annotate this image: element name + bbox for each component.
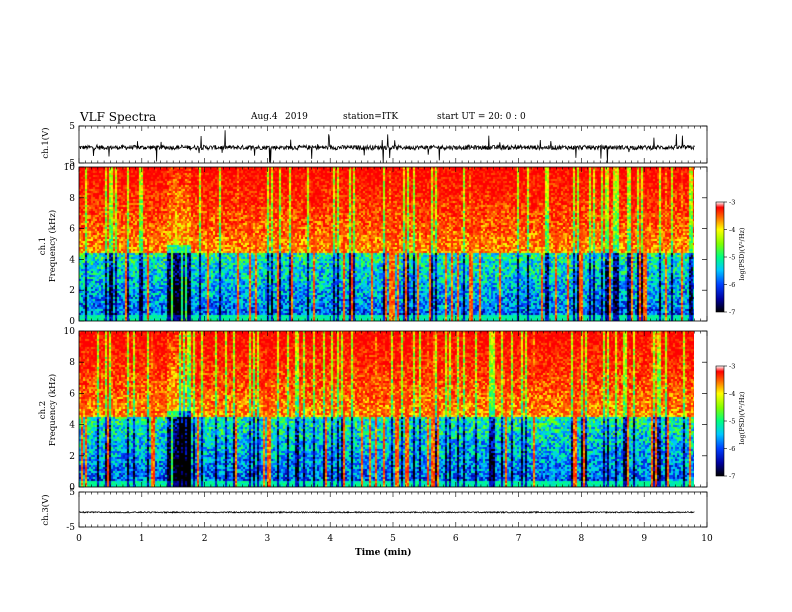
ch1-spectrogram-ytick-label: 8 (69, 194, 75, 204)
ch3-waveform-frame (78, 491, 708, 528)
ch1-waveform-ylabel: ch.1(V) (41, 127, 51, 159)
header-date: Aug.4 (251, 112, 278, 122)
x-tick-label: 10 (701, 534, 713, 544)
ch3-waveform-panel: 5 -5 (66, 488, 708, 533)
x-tick-label: 9 (641, 534, 647, 544)
header-year: 2019 (285, 112, 308, 122)
ch1-spectrogram-panel: -3 -4 -5 -6 -7 0 2 4 6 8 10 (64, 163, 736, 327)
x-tick-label: 1 (139, 534, 145, 544)
x-tick-label: 2 (202, 534, 208, 544)
x-tick-label: 0 (76, 534, 82, 544)
ch1-spectrogram-image (79, 167, 694, 321)
x-tick-label: 4 (327, 534, 333, 544)
ch3-waveform-ylabel: ch.3(V) (41, 494, 51, 526)
ch1-spectrogram-colorbar-tick-label: -4 (729, 226, 735, 234)
ch1-spectrogram-colorbar (715, 201, 725, 313)
ch1-spectrogram-colorbar-tick-label: -7 (729, 309, 735, 317)
ch1-spectrogram-ytick-label: 10 (64, 163, 76, 173)
ch2-spectrogram-ytick-label: 0 (69, 483, 75, 493)
ch2-spectrogram-ytick-label: 10 (64, 327, 76, 337)
x-tick-label: 5 (390, 534, 396, 544)
ch1-waveform-line (78, 130, 695, 164)
header-station: station=ITK (343, 112, 399, 122)
ch2-spectrogram-colorbar-tick-label: -6 (729, 445, 735, 453)
ch1-waveform-ytick-label: 5 (69, 122, 75, 132)
ch1-colorbar-label: log(PSD)(V²/Hz) (738, 227, 746, 281)
x-tick-label: 3 (265, 534, 271, 544)
ch1-spectrogram-colorbar-tick-label: -5 (729, 254, 735, 262)
x-tick-label: 7 (516, 534, 522, 544)
ch3-waveform-ytick-label: -5 (66, 523, 75, 533)
ch2-spectrogram-image (79, 331, 694, 487)
x-tick-label: 8 (579, 534, 585, 544)
ch2-colorbar-label: log(PSD)(V²/Hz) (738, 391, 746, 445)
ch2-spectrogram-ytick-label: 8 (69, 358, 75, 368)
ch1-spectrogram-ytick-label: 2 (69, 286, 75, 296)
ch2-spectrogram-ytick-label: 6 (69, 389, 75, 399)
ch2-spectrogram-colorbar-tick-label: -5 (729, 418, 735, 426)
ch2-spectrogram-colorbar-tick-label: -4 (729, 390, 735, 398)
ch2-spectrogram-ytick-label: 4 (69, 421, 75, 431)
ch1-spectrogram-colorbar-tick-label: -3 (729, 199, 735, 207)
ch1-waveform-panel: 5 -5 (66, 122, 708, 169)
ch2-spectrogram-ylabel: ch.2 Frequency (kHz) (38, 373, 58, 447)
ch1-spectrogram-ytick-label: 0 (69, 317, 75, 327)
ch1-spectrogram-colorbar-tick-label: -6 (729, 281, 735, 289)
ch1-spectrogram-ylabel: ch.1 Frequency (kHz) (38, 209, 58, 283)
chart-title: VLF Spectra (80, 110, 157, 124)
ch3-waveform-line (78, 510, 695, 514)
ch2-spectrogram-colorbar-tick-label: -7 (729, 473, 735, 481)
x-axis-label: Time (min) (355, 548, 412, 558)
ch2-spectrogram-ytick-label: 2 (69, 452, 75, 462)
ch1-spectrogram-ytick-label: 4 (69, 255, 75, 265)
header-start-time: start UT = 20: 0 : 0 (437, 112, 526, 122)
ch2-spectrogram-panel: -3 -4 -5 -6 -7 0 2 4 6 8 10 (64, 327, 736, 493)
ch2-spectrogram-colorbar (715, 365, 725, 477)
ch2-spectrogram-colorbar-tick-label: -3 (729, 363, 735, 371)
ch1-waveform-frame (78, 125, 708, 164)
ch1-waveform-ytick-label: -5 (66, 159, 75, 169)
x-tick-label: 6 (453, 534, 459, 544)
ch1-spectrogram-ytick-label: 6 (69, 225, 75, 235)
ch3-waveform-ytick-label: 5 (69, 488, 75, 498)
